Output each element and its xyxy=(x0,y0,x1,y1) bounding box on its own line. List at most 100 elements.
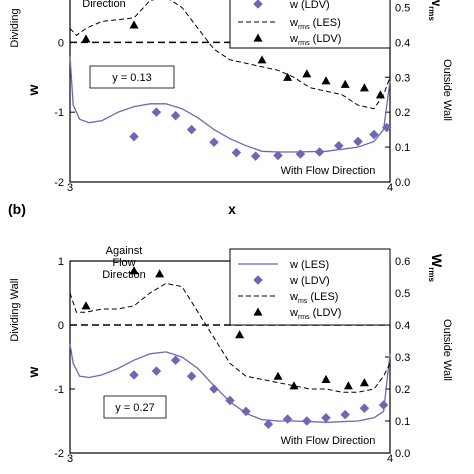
right-wall-label: Outside Wall xyxy=(441,319,453,381)
y2-tick-label: 0.0 xyxy=(395,448,410,460)
chart-panel-bottom: 1 0 -1 -2 0.0 0.1 0.2 0.3 0.4 0.5 0.6 3 4 w (LES) w (L… xyxy=(9,245,453,465)
legend-label: w (LES) xyxy=(289,259,329,271)
data-point-diamond xyxy=(314,147,325,157)
legend-swatch-diamond xyxy=(253,275,263,285)
y2-tick-label: 0.3 xyxy=(395,72,410,84)
data-point-triangle xyxy=(289,381,299,390)
legend-label: wrms (LES) xyxy=(289,17,341,31)
data-point-diamond xyxy=(359,403,370,414)
chart-panel-top: 0 -1 -2 0.0 0.1 0.2 0.3 0.4 0.5 3 4 w (LDV) wrms (LE… xyxy=(9,0,453,217)
data-point-triangle xyxy=(321,374,331,383)
y2-tick-label: 0.2 xyxy=(395,384,410,396)
y2-tick-label: 0.3 xyxy=(395,352,410,364)
data-point-triangle xyxy=(129,266,139,275)
position-label-box xyxy=(103,395,167,419)
data-point-diamond xyxy=(353,136,363,147)
data-point-diamond xyxy=(170,110,181,121)
y-axis-label: w xyxy=(25,84,41,96)
series-line-w-rms-les- xyxy=(69,282,391,393)
right-wall-label: Outside Wall xyxy=(441,59,453,121)
y2-axis-label: wrms xyxy=(427,0,445,21)
data-point-diamond xyxy=(231,147,242,158)
y-tick-label: -2 xyxy=(54,177,64,189)
data-point-triangle xyxy=(375,90,385,99)
position-label: y = 0.27 xyxy=(115,402,154,414)
panel-label-b: (b) xyxy=(8,201,26,217)
data-point-triangle xyxy=(155,269,165,278)
with-flow-text: With Flow Direction xyxy=(281,165,376,177)
y2-tick-label: 0.4 xyxy=(395,320,410,332)
x-tick-label: 4 xyxy=(387,453,393,465)
y2-tick-label: 0.6 xyxy=(395,256,410,268)
left-wall-label: Dividing Wall xyxy=(9,278,21,341)
y2-tick-label: 0.2 xyxy=(395,107,410,119)
data-point-triangle xyxy=(359,378,369,387)
data-point-triangle xyxy=(81,34,91,43)
y2-tick-label: 0.0 xyxy=(395,177,410,189)
legend-swatch-triangle xyxy=(253,33,263,42)
data-point-triangle xyxy=(273,371,283,380)
data-point-diamond xyxy=(129,131,139,142)
data-point-diamond xyxy=(225,395,235,406)
data-point-diamond xyxy=(340,409,351,420)
x-tick-label: 3 xyxy=(67,453,73,465)
data-point-diamond xyxy=(301,416,312,426)
data-point-triangle xyxy=(129,20,139,29)
x-tick-label: 3 xyxy=(67,182,73,194)
plot-frame xyxy=(69,0,391,183)
data-point-triangle xyxy=(359,83,369,92)
data-point-diamond xyxy=(381,122,392,133)
data-point-triangle xyxy=(343,381,353,390)
data-point-triangle xyxy=(257,55,267,64)
legend-swatch-triangle xyxy=(253,307,263,316)
data-point-diamond xyxy=(378,400,389,410)
left-wall-label: Dividing xyxy=(9,8,21,47)
data-point-diamond xyxy=(295,149,306,159)
y2-tick-label: 0.5 xyxy=(395,288,410,300)
against-flow-text: Against xyxy=(106,245,143,257)
legend-label: wrms (LDV) xyxy=(289,307,341,321)
y-tick-label: -1 xyxy=(54,107,64,119)
y2-axis-label: Wrms xyxy=(427,254,445,282)
position-label: y = 0.13 xyxy=(112,72,151,84)
series-line-w-les- xyxy=(69,56,391,153)
y-tick-label: 0 xyxy=(58,320,64,332)
legend-label: w (LDV) xyxy=(289,0,330,11)
data-point-diamond xyxy=(241,406,251,417)
against-flow-text: Direction xyxy=(82,0,125,10)
data-point-diamond xyxy=(250,151,261,162)
with-flow-text: With Flow Direction xyxy=(281,435,376,447)
data-point-diamond xyxy=(282,414,293,424)
data-point-diamond xyxy=(209,384,219,394)
y-axis-label: w xyxy=(25,366,41,378)
x-axis-label: x xyxy=(228,201,236,217)
y-tick-label: -1 xyxy=(54,384,64,396)
y2-tick-label: 0.1 xyxy=(395,142,410,154)
data-point-triangle xyxy=(283,72,293,81)
data-point-triangle xyxy=(302,69,312,78)
data-point-triangle xyxy=(340,79,350,88)
data-point-diamond xyxy=(333,140,344,151)
data-point-diamond xyxy=(170,355,181,366)
series-line-w-rms-les- xyxy=(69,0,391,110)
data-point-triangle xyxy=(81,301,91,310)
data-point-diamond xyxy=(263,419,274,430)
x-tick-label: 4 xyxy=(387,182,393,194)
y2-tick-label: 0.1 xyxy=(395,416,410,428)
data-point-triangle xyxy=(235,330,245,339)
data-point-diamond xyxy=(186,124,197,135)
y-tick-label: -2 xyxy=(54,448,64,460)
data-point-diamond xyxy=(369,129,379,140)
data-point-triangle xyxy=(321,76,331,85)
data-point-diamond xyxy=(151,107,162,118)
legend-swatch-diamond xyxy=(253,0,263,9)
data-point-diamond xyxy=(151,366,162,376)
position-label-box xyxy=(89,65,175,89)
data-point-diamond xyxy=(209,137,219,148)
legend-label: wrms (LDV) xyxy=(289,33,341,47)
legend-label: wms (LES) xyxy=(289,291,338,305)
y-tick-label: 0 xyxy=(58,37,64,49)
y-tick-label: 1 xyxy=(58,256,64,268)
legend-label: w (LDV) xyxy=(289,275,330,287)
data-point-diamond xyxy=(129,370,139,380)
